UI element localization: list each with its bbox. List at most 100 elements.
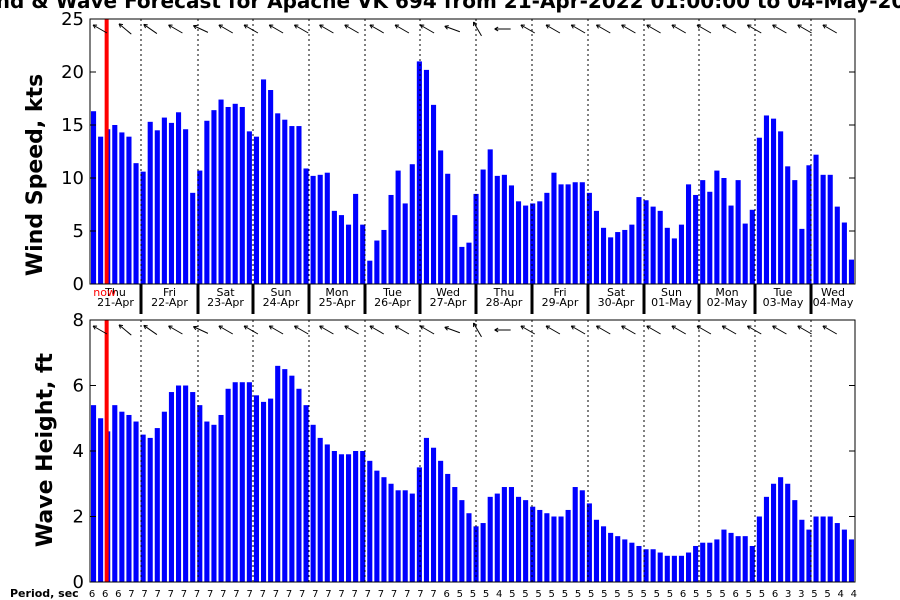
y-tick-label: 4	[73, 441, 84, 462]
bar	[685, 184, 692, 284]
bar	[834, 523, 840, 582]
y-tick-label: 0	[73, 572, 84, 593]
wind-direction-arrow	[570, 325, 586, 335]
bar	[700, 542, 706, 582]
wind-direction-arrow	[92, 325, 108, 335]
bar	[282, 119, 288, 284]
bar	[707, 542, 713, 582]
wind-direction-arrow	[369, 325, 385, 335]
period-value: 5	[746, 589, 752, 600]
arrow-head	[344, 325, 348, 330]
wind-direction-arrow	[621, 24, 636, 34]
arrow-head	[92, 325, 96, 330]
date-label: 04-May	[813, 296, 854, 309]
bar	[608, 532, 614, 582]
arrow-head	[444, 326, 449, 328]
bar	[501, 487, 507, 582]
arrow-head	[394, 325, 398, 330]
arrow-head	[772, 325, 776, 330]
wind-direction-arrow	[671, 325, 687, 335]
bar	[430, 104, 437, 284]
bar	[310, 424, 316, 582]
period-value: 6	[115, 589, 121, 600]
bar	[239, 106, 245, 284]
bar	[515, 496, 522, 582]
arrow-head	[268, 325, 272, 330]
y-tick-label: 25	[61, 9, 84, 30]
bar	[650, 206, 656, 284]
bar	[728, 205, 734, 284]
date-label: 24-Apr	[263, 296, 300, 309]
day-label: Tue	[382, 286, 402, 299]
bar	[480, 169, 486, 284]
arrow-head	[721, 325, 725, 330]
bar	[473, 193, 479, 284]
wind-direction-arrow	[143, 24, 158, 34]
bar	[600, 526, 607, 582]
period-value: 7	[352, 589, 358, 600]
bar	[353, 193, 359, 284]
bar	[700, 180, 706, 284]
bar	[275, 113, 281, 284]
period-value: 7	[207, 589, 213, 600]
arrow-head	[319, 24, 323, 29]
bar	[664, 555, 670, 582]
day-label: Sun	[271, 286, 292, 299]
period-value: 7	[128, 589, 134, 600]
bar	[416, 61, 422, 285]
bar	[806, 165, 812, 284]
bar	[466, 513, 472, 582]
bar	[423, 437, 430, 582]
bar	[473, 526, 479, 582]
period-value: 5	[654, 589, 660, 600]
wind-direction-arrow	[92, 24, 108, 34]
bar	[395, 490, 401, 582]
period-value: 7	[154, 589, 160, 600]
bar	[508, 487, 515, 582]
bar	[197, 170, 203, 284]
period-value: 7	[168, 589, 174, 600]
arrow-head	[118, 324, 124, 327]
bar	[820, 516, 826, 582]
bar	[629, 542, 635, 582]
date-label: 28-Apr	[486, 296, 523, 309]
day-label: Wed	[436, 286, 460, 299]
bar	[827, 174, 833, 284]
bar	[381, 229, 387, 284]
bar	[168, 392, 175, 582]
wind-direction-arrow	[520, 24, 536, 34]
wind-direction-arrow	[747, 325, 762, 335]
arrow-head	[520, 325, 524, 330]
bar	[714, 170, 720, 284]
y-tick-label: 5	[73, 221, 84, 242]
date-label: 30-Apr	[598, 296, 635, 309]
bar	[239, 382, 245, 582]
arrow-head	[243, 24, 247, 29]
bar	[161, 117, 167, 284]
wind-direction-arrow	[747, 24, 762, 34]
bar	[133, 421, 139, 582]
arrow-head	[143, 24, 147, 29]
period-value: 7	[299, 589, 305, 600]
arrow-head	[293, 325, 297, 330]
bar	[211, 424, 217, 582]
arrow-head	[721, 24, 725, 29]
arrow-head	[746, 24, 750, 29]
bar	[388, 483, 394, 582]
arrow-head	[319, 325, 323, 330]
date-label: 22-Apr	[151, 296, 188, 309]
bar	[225, 388, 231, 582]
wind-direction-arrow	[473, 322, 482, 338]
bar	[622, 229, 628, 284]
date-label: 21-Apr	[97, 296, 134, 309]
bar	[438, 150, 444, 284]
wind-direction-arrow	[570, 24, 586, 34]
wind-direction-arrow	[168, 325, 183, 335]
wind-direction-arrow	[545, 24, 561, 34]
bar	[487, 496, 493, 582]
period-value: 5	[483, 589, 489, 600]
plot-area	[90, 320, 855, 582]
wind-direction-arrow	[444, 326, 461, 334]
arrow-head	[545, 325, 549, 330]
plot-frame	[89, 18, 856, 285]
